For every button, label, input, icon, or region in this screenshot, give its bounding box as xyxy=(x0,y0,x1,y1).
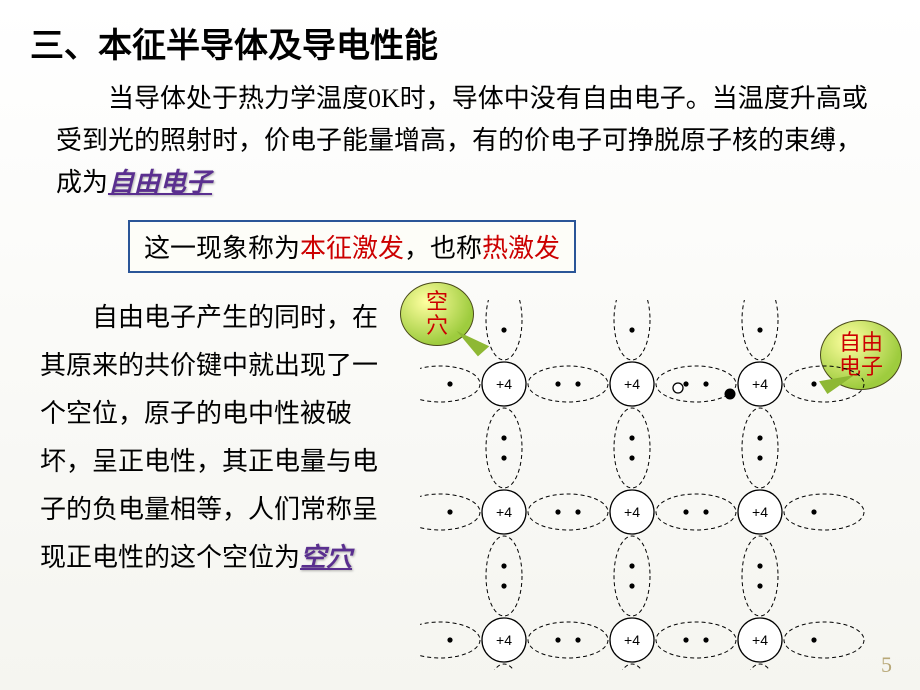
svg-text:+4: +4 xyxy=(624,376,640,392)
page-number: 5 xyxy=(881,652,892,678)
term-free-electron: 自由电子 xyxy=(108,168,212,197)
term-hole: 空穴 xyxy=(300,543,352,572)
svg-text:+4: +4 xyxy=(496,376,512,392)
svg-text:+4: +4 xyxy=(624,504,640,520)
lattice-diagram: +4 +4 +4 +4 +4 +4 +4 +4 +4 xyxy=(420,300,890,670)
callout-mid: ，也称 xyxy=(404,234,482,263)
definition-callout: 这一现象称为本征激发，也称热激发 xyxy=(128,220,576,273)
svg-text:+4: +4 xyxy=(752,504,768,520)
paragraph-1: 当导体处于热力学温度0K时，导体中没有自由电子。当温度升高或受到光的照射时，价电… xyxy=(56,78,876,204)
lattice-svg: +4 +4 +4 +4 +4 +4 +4 +4 +4 xyxy=(420,300,890,670)
svg-text:+4: +4 xyxy=(752,376,768,392)
term-thermal-excitation: 热激发 xyxy=(482,234,560,263)
section-title: 三、本征半导体及导电性能 xyxy=(30,18,438,67)
callout-pre: 这一现象称为 xyxy=(144,234,300,263)
svg-text:+4: +4 xyxy=(624,632,640,648)
svg-text:+4: +4 xyxy=(496,504,512,520)
svg-text:+4: +4 xyxy=(752,632,768,648)
para2-text: 自由电子产生的同时，在其原来的共价键中就出现了一个空位，原子的电中性被破坏，呈正… xyxy=(40,303,378,572)
paragraph-2: 自由电子产生的同时，在其原来的共价键中就出现了一个空位，原子的电中性被破坏，呈正… xyxy=(40,294,400,582)
term-intrinsic-excitation: 本征激发 xyxy=(300,234,404,263)
svg-text:+4: +4 xyxy=(496,632,512,648)
